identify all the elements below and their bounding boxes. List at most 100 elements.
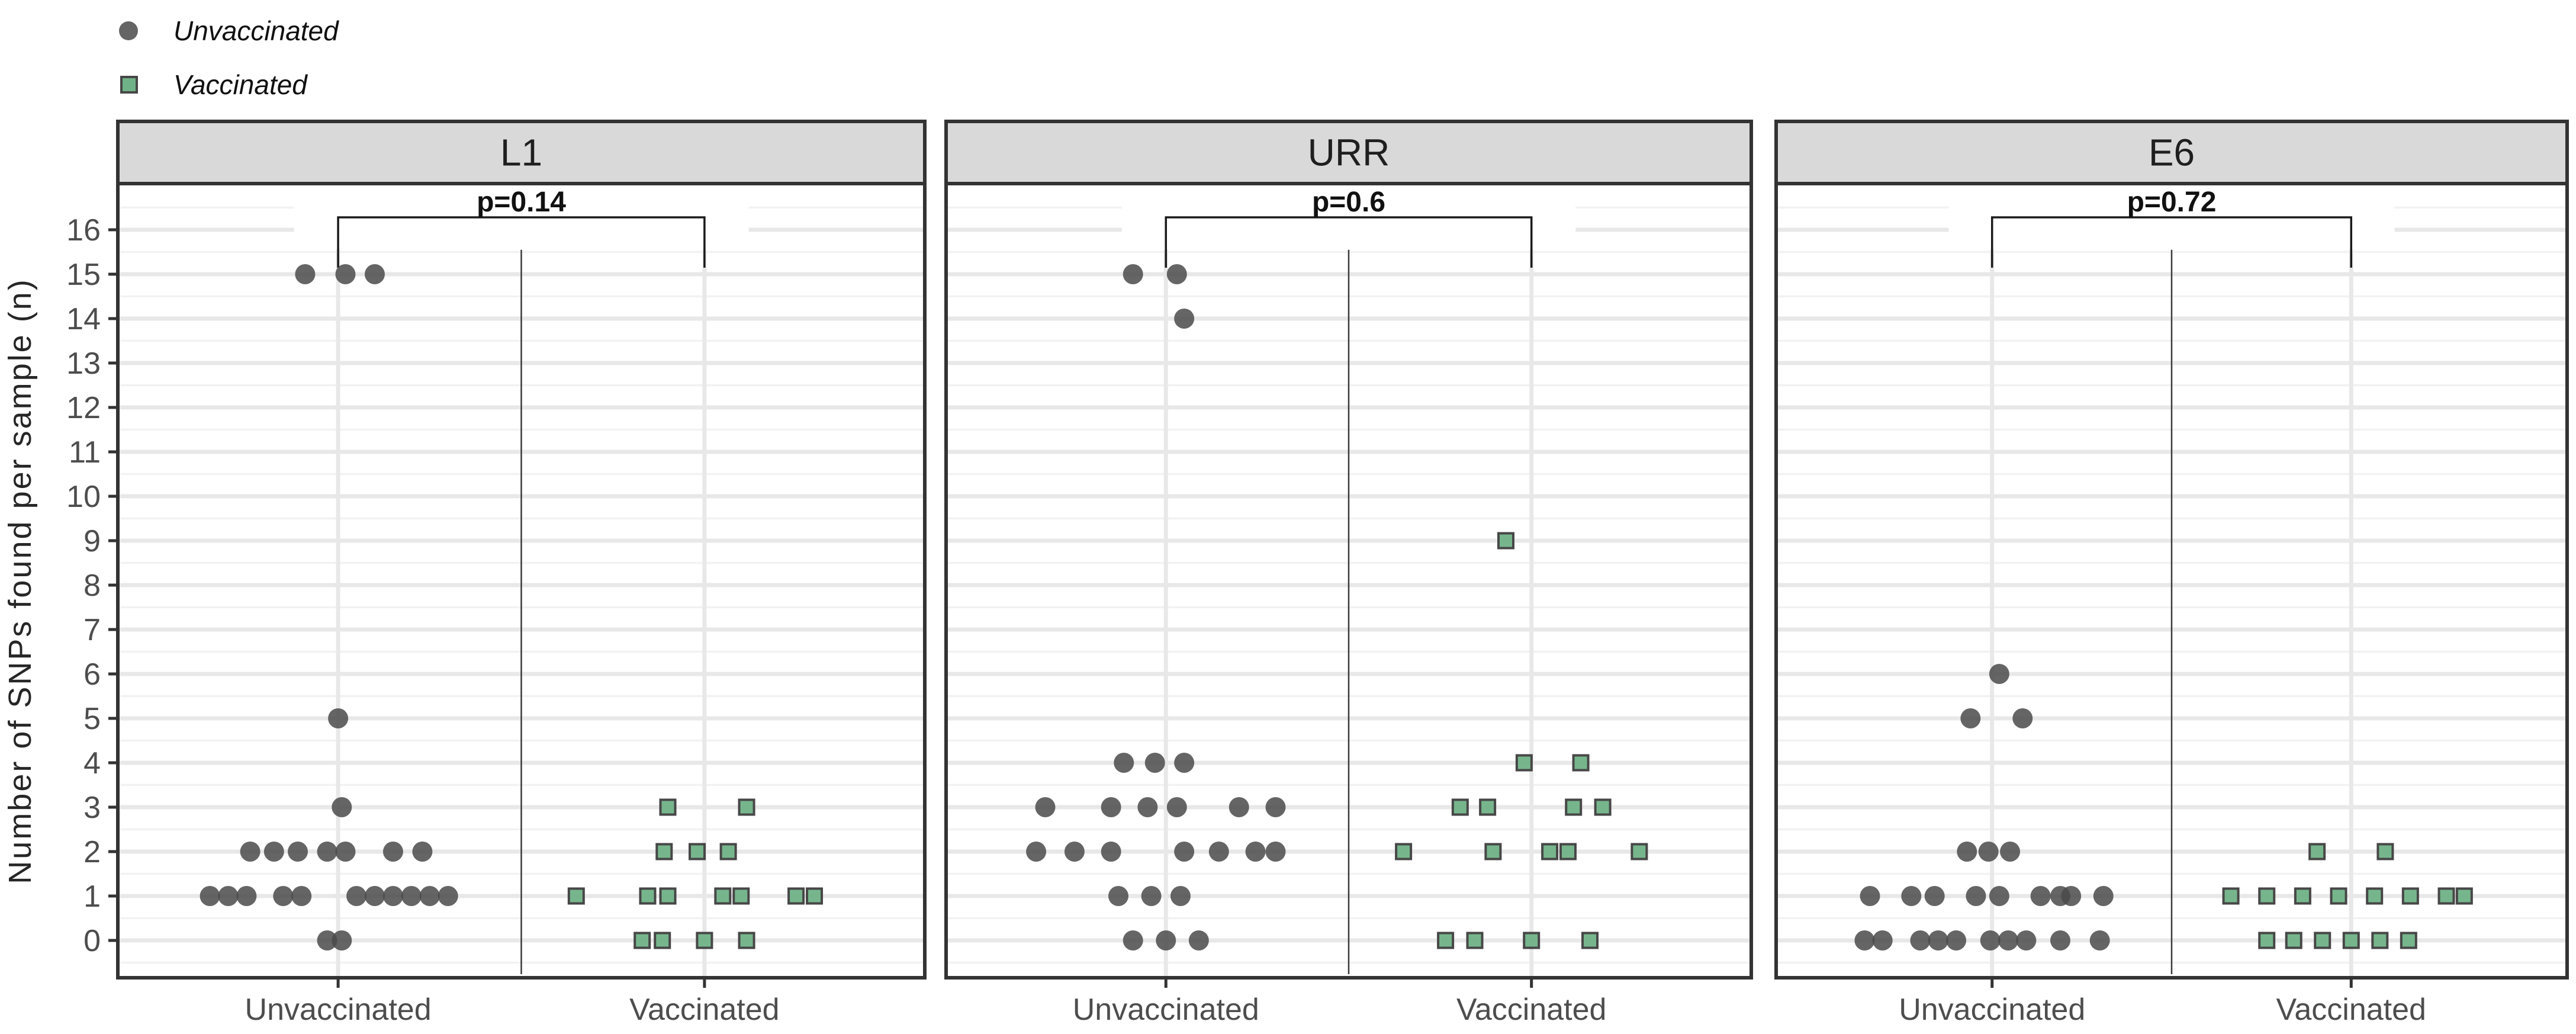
bracket-line bbox=[1990, 216, 2353, 268]
y-tick-label: 5 bbox=[83, 702, 101, 736]
data-point-square bbox=[2401, 887, 2419, 905]
y-tick-label: 2 bbox=[83, 835, 101, 869]
data-point-circle bbox=[295, 264, 316, 284]
facet-L1: p=0.14 L1 Unvaccinated Vaccinated bbox=[116, 120, 927, 1027]
y-tick-label: 13 bbox=[66, 346, 101, 381]
data-point-circle bbox=[1174, 753, 1195, 773]
data-point-circle bbox=[1144, 753, 1165, 773]
data-point-circle bbox=[236, 886, 257, 906]
data-point-circle bbox=[346, 886, 367, 906]
data-point-square bbox=[738, 798, 755, 816]
data-point-square bbox=[2222, 887, 2240, 905]
data-point-circle bbox=[1166, 264, 1187, 284]
data-point-square bbox=[1581, 932, 1599, 949]
data-point-square bbox=[567, 887, 585, 905]
data-point-circle bbox=[1035, 797, 1056, 817]
legend-square-icon bbox=[120, 76, 138, 94]
data-point-square bbox=[738, 932, 755, 949]
data-point-circle bbox=[1910, 930, 1931, 950]
bracket-line bbox=[337, 216, 706, 268]
data-point-square bbox=[1565, 798, 1583, 816]
data-point-square bbox=[2376, 843, 2394, 860]
data-point-circle bbox=[1137, 797, 1158, 817]
data-point-square bbox=[2400, 932, 2417, 949]
facet-strip-title: URR bbox=[1308, 131, 1390, 174]
y-tick-label: 15 bbox=[66, 258, 101, 292]
data-point-circle bbox=[2030, 886, 2051, 906]
data-point-circle bbox=[1245, 842, 1266, 862]
data-point-circle bbox=[1901, 886, 1922, 906]
data-point-square bbox=[1630, 843, 1648, 860]
data-point-square bbox=[1541, 843, 1559, 860]
data-point-circle bbox=[218, 886, 239, 906]
facet-strip bbox=[944, 120, 1753, 185]
facet-strip-title: L1 bbox=[500, 131, 542, 174]
data-point-square bbox=[633, 932, 651, 949]
data-point-circle bbox=[1966, 886, 1986, 906]
y-tick-label: 10 bbox=[66, 480, 101, 514]
data-point-circle bbox=[1854, 930, 1875, 950]
data-point-circle bbox=[382, 886, 403, 906]
data-point-square bbox=[659, 798, 677, 816]
data-point-circle bbox=[288, 842, 308, 862]
facet-E6: p=0.72 E6 Unvaccinated Vaccinated bbox=[1774, 120, 2569, 1027]
data-point-circle bbox=[328, 708, 349, 728]
data-point-square bbox=[1466, 932, 1484, 949]
data-point-circle bbox=[263, 842, 284, 862]
data-point-circle bbox=[1989, 664, 2009, 684]
legend-label-vaccinated: Vaccinated bbox=[173, 69, 308, 100]
data-point-square bbox=[654, 932, 671, 949]
significance-bracket: p=0.72 bbox=[1990, 187, 2353, 268]
data-point-circle bbox=[240, 842, 261, 862]
y-tick-label: 8 bbox=[83, 569, 101, 603]
data-point-circle bbox=[1026, 842, 1047, 862]
data-point-circle bbox=[1101, 842, 1121, 862]
data-point-square bbox=[2455, 887, 2473, 905]
data-point-circle bbox=[1114, 753, 1134, 773]
data-point-square bbox=[1479, 798, 1497, 816]
data-point-square bbox=[2314, 932, 2331, 949]
facet-strip bbox=[116, 120, 927, 185]
data-point-circle bbox=[335, 264, 356, 284]
data-point-circle bbox=[1978, 842, 1999, 862]
data-point-circle bbox=[1123, 930, 1143, 950]
y-tick-label: 16 bbox=[66, 213, 101, 248]
data-point-circle bbox=[1872, 930, 1893, 950]
data-point-circle bbox=[1860, 886, 1880, 906]
data-point-square bbox=[719, 843, 737, 860]
data-point-circle bbox=[2061, 886, 2082, 906]
data-point-square bbox=[2294, 887, 2311, 905]
data-point-square bbox=[1395, 843, 1413, 860]
x-category-label: Unvaccinated bbox=[1073, 993, 1259, 1027]
data-point-circle bbox=[317, 930, 337, 950]
y-tick-label: 6 bbox=[83, 657, 101, 692]
data-point-circle bbox=[1141, 886, 1162, 906]
series-unvaccinated bbox=[1026, 264, 1286, 950]
y-tick-label: 7 bbox=[83, 613, 101, 647]
x-category-label: Vaccinated bbox=[2276, 993, 2426, 1027]
significance-bracket: p=0.14 bbox=[337, 187, 706, 268]
data-point-square bbox=[1437, 932, 1455, 949]
data-point-circle bbox=[1174, 309, 1195, 329]
data-point-circle bbox=[1188, 930, 1209, 950]
series-unvaccinated bbox=[200, 264, 458, 950]
data-point-circle bbox=[2016, 930, 2037, 950]
data-point-circle bbox=[1960, 708, 1981, 728]
facet-URR: p=0.6 URR Unvaccinated Vaccinated bbox=[944, 120, 1753, 1027]
data-point-square bbox=[2342, 932, 2360, 949]
p-value-label: p=0.6 bbox=[1312, 187, 1385, 218]
data-point-circle bbox=[1957, 842, 1977, 862]
y-tick-label: 4 bbox=[83, 746, 101, 781]
significance-bracket: p=0.6 bbox=[1165, 187, 1533, 268]
data-point-circle bbox=[1228, 797, 1249, 817]
x-category-label: Vaccinated bbox=[629, 993, 779, 1027]
data-point-circle bbox=[1946, 930, 1967, 950]
y-tick-label: 12 bbox=[66, 391, 101, 425]
data-point-circle bbox=[2000, 842, 2021, 862]
data-point-square bbox=[787, 887, 805, 905]
facet-strip bbox=[1774, 120, 2569, 185]
data-point-circle bbox=[1123, 264, 1143, 284]
data-point-circle bbox=[1924, 886, 1945, 906]
series-unvaccinated bbox=[1854, 664, 2114, 950]
y-tick-label: 3 bbox=[83, 791, 101, 825]
